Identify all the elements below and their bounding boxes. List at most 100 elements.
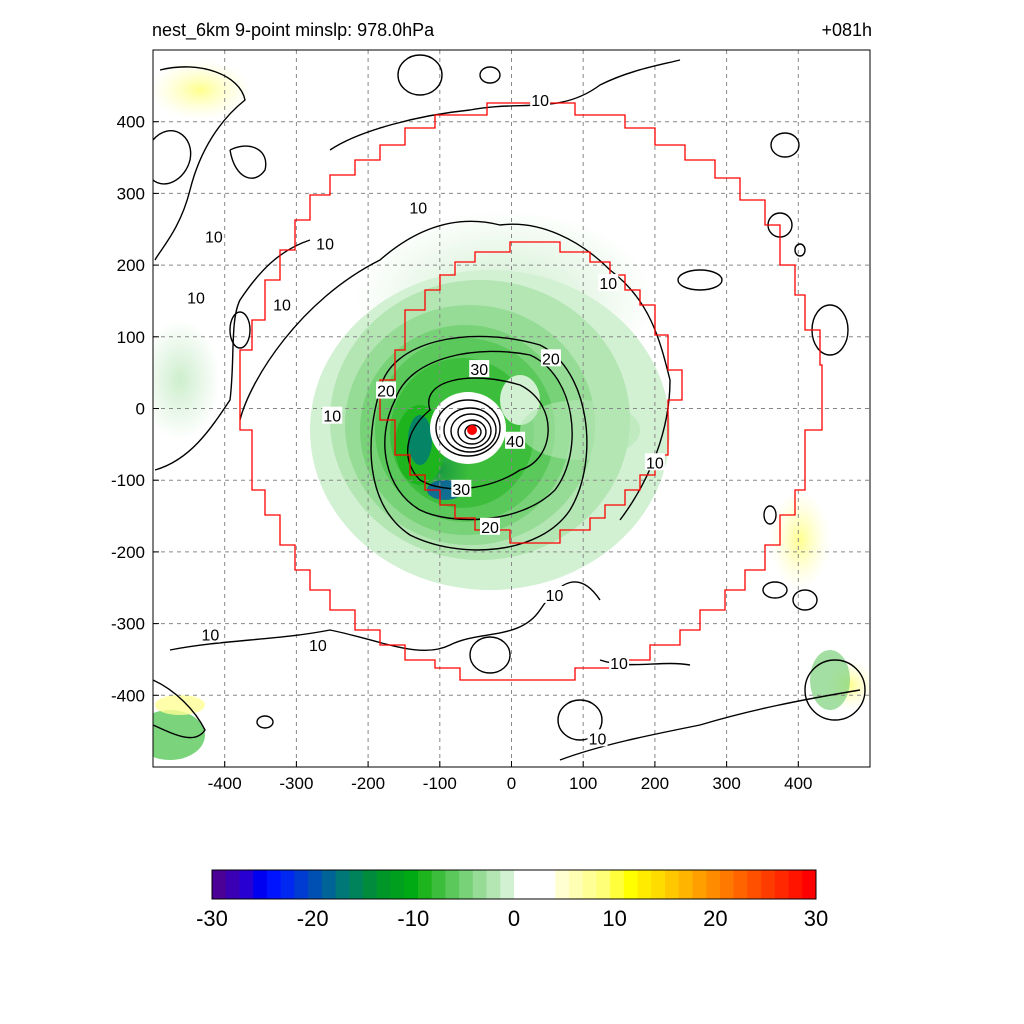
contour-label-bg [315, 234, 336, 252]
contour-label: 10 [409, 201, 427, 218]
contour-label: 20 [377, 384, 395, 401]
contour-label-bg [203, 227, 224, 245]
y-tick-label: -300 [111, 615, 145, 634]
contour-line [804, 659, 866, 721]
contour-label-bg [609, 654, 630, 672]
colorbar-cell [308, 870, 323, 899]
contour-label: 10 [531, 93, 549, 110]
contour-line [763, 505, 777, 525]
contour-line [397, 54, 443, 96]
contour-line [154, 66, 246, 261]
contour-label-bg [376, 381, 397, 399]
y-tick-label: 400 [117, 113, 145, 132]
contour-label: 10 [201, 627, 219, 644]
storm-center-marker [467, 425, 478, 436]
colorbar-cell [376, 870, 391, 899]
colorbar-cell [404, 870, 419, 899]
y-tick-label: 300 [117, 184, 145, 203]
y-tick-label: -400 [111, 686, 145, 705]
colorbar-cell [294, 870, 309, 899]
contour-label-bg [451, 479, 472, 497]
x-tick-label: 300 [712, 774, 740, 793]
colorbar-cell [665, 870, 680, 899]
colorbar-cell [445, 870, 460, 899]
colorbar-cell [719, 870, 735, 899]
contour-label: 10 [316, 237, 334, 254]
colorbar-cell [596, 870, 611, 899]
colorbar-cell [472, 870, 488, 899]
colorbar-cell [555, 870, 570, 899]
colorbar-cell [651, 870, 666, 899]
contour-label-bg [200, 625, 221, 643]
contour-label-bg [505, 431, 526, 449]
contour-label-bg [186, 288, 207, 306]
contour-line [384, 350, 573, 521]
y-tick-label: 200 [117, 256, 145, 275]
colorbar-cell [610, 870, 625, 899]
contour-label: 30 [470, 362, 488, 379]
contour-label-bg [644, 453, 665, 471]
nest-boundaries [239, 102, 823, 681]
colorbar-cell [500, 870, 515, 899]
contour-line [464, 424, 482, 440]
colorbar-cell [802, 870, 817, 899]
colorbar-cell [390, 870, 405, 899]
colorbar-cell [582, 870, 597, 899]
contour-label: 10 [599, 276, 617, 293]
colorbar-cell [335, 870, 350, 899]
colorbar-cell [280, 870, 295, 899]
contour-line [557, 699, 603, 741]
colorbar-cell [459, 870, 474, 899]
contour-line [153, 679, 206, 739]
y-tick-label: -200 [111, 543, 145, 562]
y-tick-label: 0 [136, 400, 145, 419]
contour-line [370, 335, 588, 551]
contour-label-bg [587, 729, 608, 747]
contour-label: 30 [452, 482, 470, 499]
colorbar-cell [417, 870, 433, 899]
contour-label-bg [530, 91, 551, 109]
colorbar-cell [788, 870, 803, 899]
contour-label: 40 [506, 434, 524, 451]
contour-label: 10 [187, 290, 205, 307]
chart-title: nest_6km 9-point minslp: 978.0hPa [152, 20, 435, 40]
y-tick-label: 100 [117, 328, 145, 347]
y-axis: -400 -300 -200 -100 0 100 200 300 400 [111, 113, 159, 705]
contour-label: 10 [589, 731, 607, 748]
x-tick-label: -100 [423, 774, 457, 793]
colorbar-cell [568, 870, 584, 899]
contour-line [599, 659, 691, 666]
outer-nest-boundary [239, 102, 823, 681]
colorbar-cell [431, 870, 446, 899]
colorbar-cell [486, 870, 501, 899]
plot-area: 10 10 10 10 10 10 10 10 10 10 10 10 10 10 20 20 20 30 30 40… [111, 49, 871, 793]
colorbar-cell [678, 870, 693, 899]
colorbar-tick-label: -10 [397, 906, 429, 931]
contour-label: 20 [542, 351, 560, 368]
contour-label: 10 [546, 588, 564, 605]
contour-line [450, 413, 492, 449]
x-tick-label: 100 [569, 774, 597, 793]
contour-label-bg [544, 585, 565, 603]
colorbar-cell [733, 870, 748, 899]
contour-label-bg [408, 198, 429, 216]
contour-line [435, 399, 501, 457]
contour-line [256, 715, 274, 729]
contour-line [677, 269, 723, 291]
x-tick-label: -400 [208, 774, 242, 793]
colorbar-tick-label: -30 [196, 906, 228, 931]
colorbar-cell [761, 870, 776, 899]
colorbar-cell [239, 870, 254, 899]
colorbar-cell [747, 870, 762, 899]
colorbar-tick-label: 10 [602, 906, 626, 931]
contour-label-bg [272, 295, 293, 313]
contour-line [794, 243, 806, 257]
x-tick-label: -200 [351, 774, 385, 793]
contour-label-bg [540, 349, 561, 367]
colorbar-cell [623, 870, 639, 899]
contour-line [762, 581, 788, 599]
contour-line [770, 132, 800, 158]
contour-label: 10 [273, 298, 291, 315]
contour-line [229, 311, 251, 349]
